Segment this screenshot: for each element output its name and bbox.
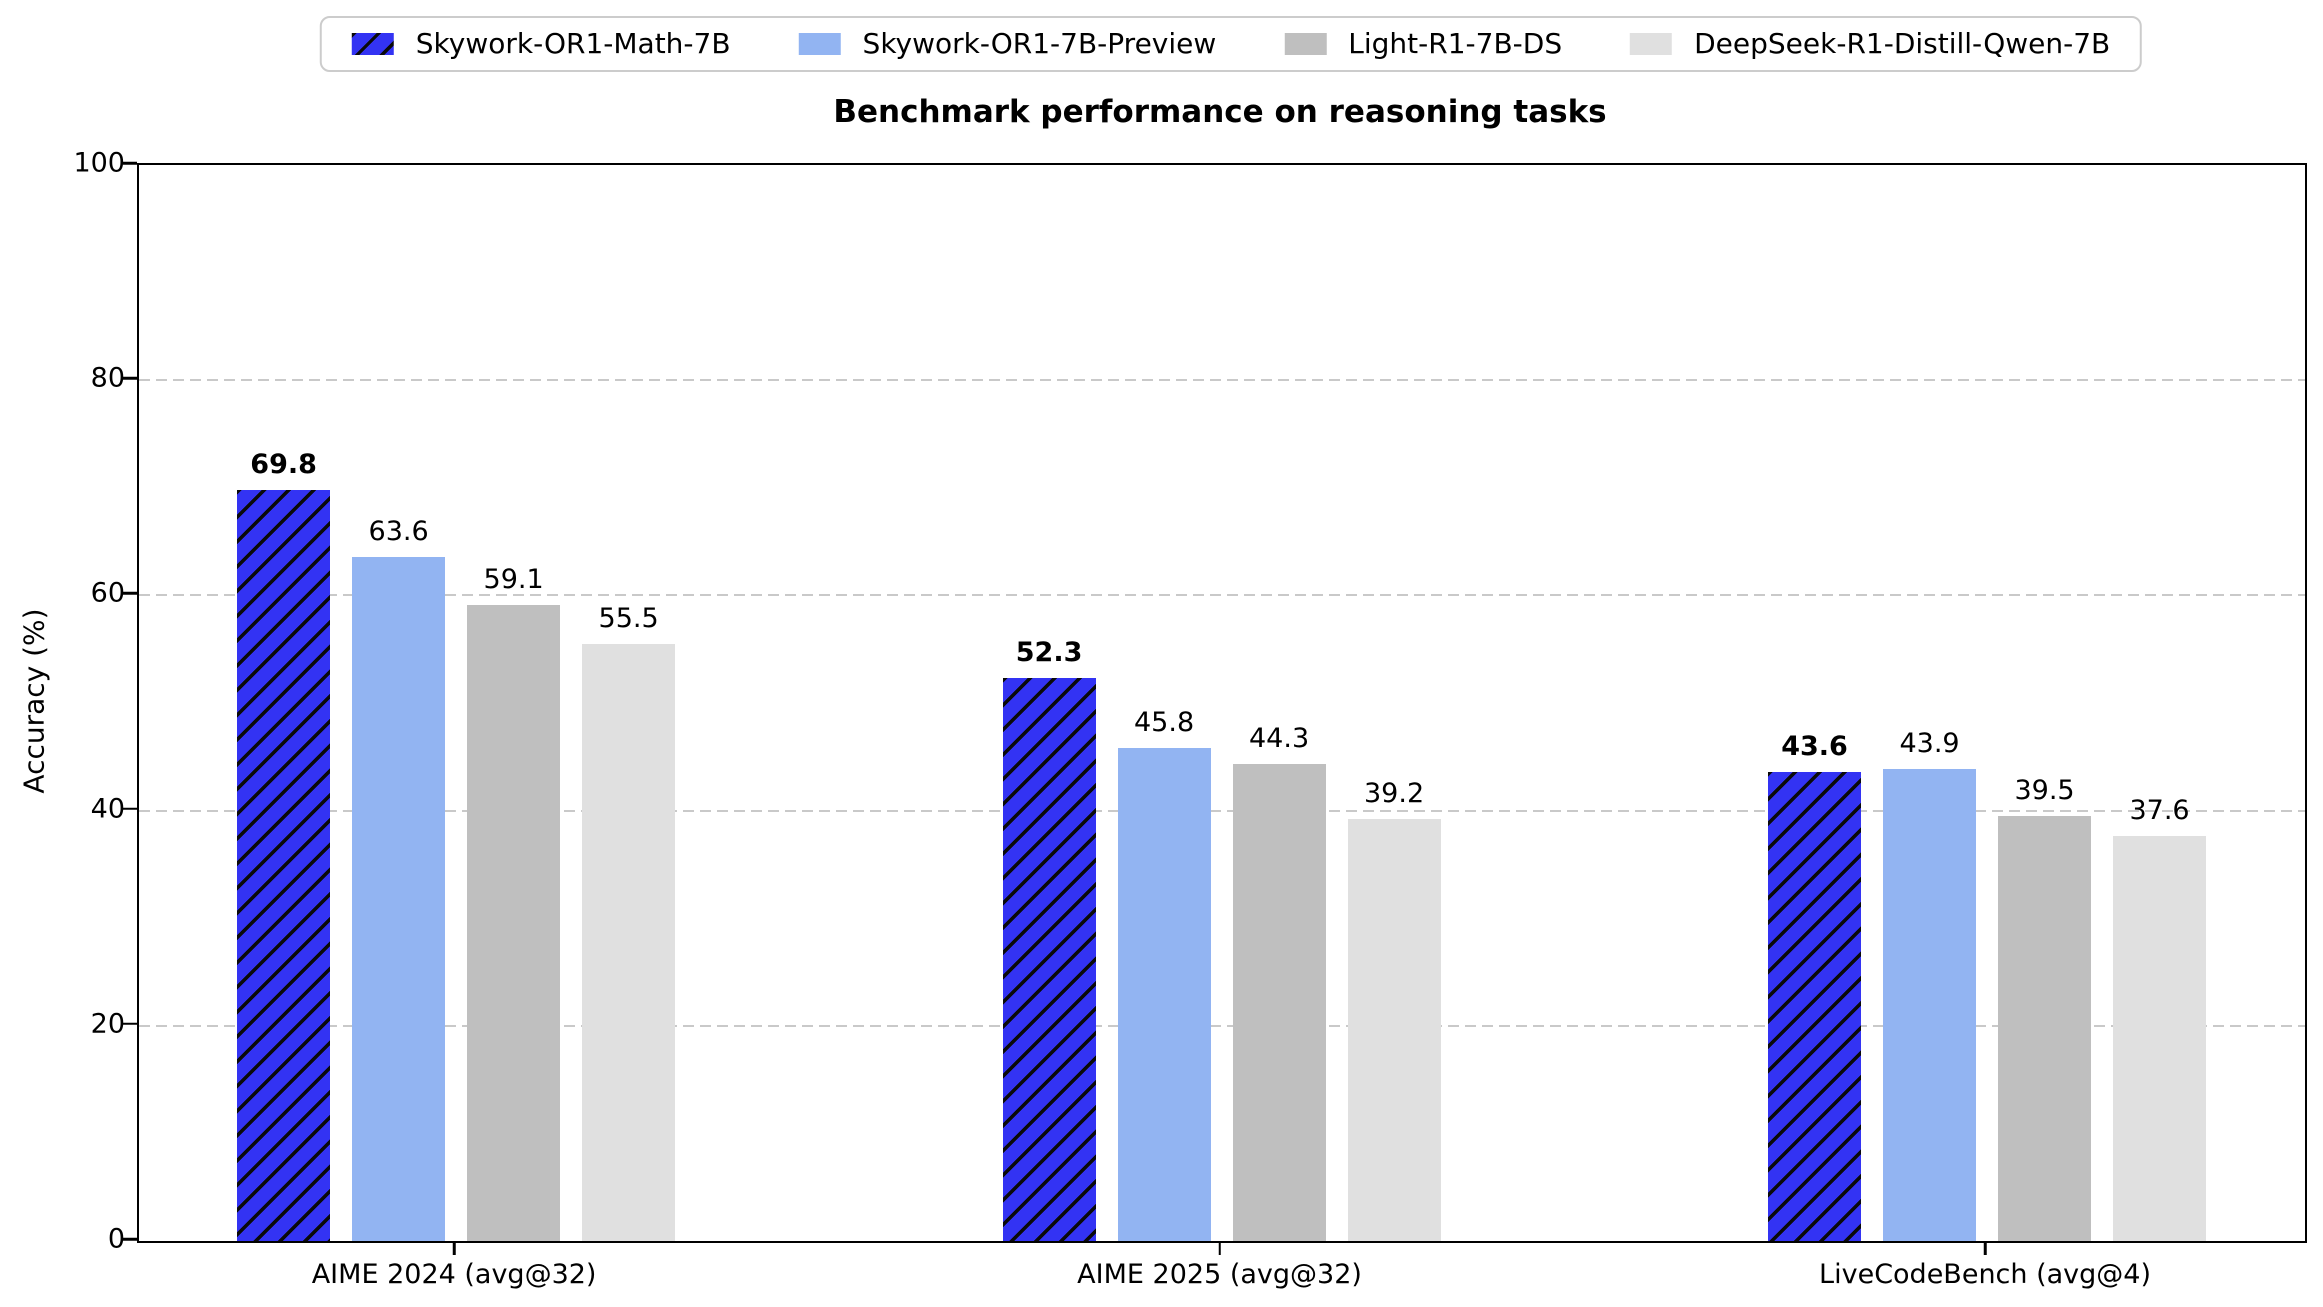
legend-swatch-icon [1284, 33, 1327, 55]
legend-swatch-icon [351, 33, 394, 55]
y-tick-label-80: 80 [90, 362, 125, 394]
gridline-40 [139, 809, 2305, 812]
bar-value-label: 45.8 [1134, 707, 1195, 739]
bar-value-label: 43.6 [1781, 730, 1848, 762]
legend-item-2: Skywork-OR1-7B-Preview [798, 27, 1217, 60]
bar-value-label: 55.5 [598, 602, 659, 634]
bar-Light-R1-7B-DS-LiveCodeBench (avg@4) [1998, 815, 2092, 1241]
y-tick-label-100: 100 [73, 147, 125, 179]
x-tick-mark-1 [452, 1241, 456, 1255]
legend-label: Light-R1-7B-DS [1348, 27, 1563, 60]
bar-value-label: 69.8 [250, 448, 317, 480]
bar-value-label: 43.9 [1899, 727, 1960, 759]
y-tick-mark-80 [123, 376, 137, 380]
legend-label: Skywork-OR1-7B-Preview [862, 27, 1217, 60]
y-axis-label: Accuracy (%) [17, 608, 51, 794]
bar-Light-R1-7B-DS-AIME 2025 (avg@32) [1232, 764, 1326, 1241]
legend-label: DeepSeek-R1-Distill-Qwen-7B [1694, 27, 2111, 60]
y-tick-label-40: 40 [90, 793, 125, 825]
y-tick-label-60: 60 [90, 577, 125, 609]
chart-title: Benchmark performance on reasoning tasks [833, 94, 1607, 130]
bar-value-label: 44.3 [1249, 723, 1310, 755]
bar-value-label: 39.5 [2014, 774, 2075, 806]
bar-value-label: 39.2 [1364, 778, 1425, 810]
x-tick-label-1: AIME 2024 (avg@32) [311, 1259, 597, 1290]
legend-item-1: Skywork-OR1-Math-7B [351, 27, 731, 60]
bar-Skywork-OR1-7B-Preview-AIME 2025 (avg@32) [1117, 748, 1211, 1241]
legend: Skywork-OR1-Math-7B Skywork-OR1-7B-Previe… [319, 16, 2143, 72]
y-tick-label-20: 20 [90, 1008, 125, 1040]
legend-swatch-icon [798, 33, 841, 55]
bar-Skywork-OR1-7B-Preview-LiveCodeBench (avg@4) [1883, 768, 1977, 1241]
bar-Skywork-OR1-7B-Preview-AIME 2024 (avg@32) [352, 556, 446, 1241]
y-tick-mark-0 [123, 1237, 137, 1241]
bar-Skywork-OR1-Math-7B-AIME 2025 (avg@32) [1002, 678, 1096, 1241]
x-tick-label-2: AIME 2025 (avg@32) [1077, 1259, 1362, 1290]
x-tick-mark-3 [1983, 1241, 1987, 1255]
y-tick-label-0: 0 [107, 1223, 125, 1255]
bar-Light-R1-7B-DS-AIME 2024 (avg@32) [467, 605, 561, 1241]
y-tick-mark-20 [123, 1022, 137, 1026]
y-tick-mark-40 [123, 807, 137, 810]
y-tick-mark-60 [123, 592, 137, 595]
legend-item-3: Light-R1-7B-DS [1284, 30, 1562, 58]
x-tick-label-3: LiveCodeBench (avg@4) [1819, 1259, 2152, 1290]
bar-DeepSeek-R1-Distill-Qwen-7B-AIME 2024 (avg@32) [582, 643, 676, 1241]
gridline-60 [139, 594, 2305, 597]
bar-DeepSeek-R1-Distill-Qwen-7B-LiveCodeBench (avg@4) [2113, 836, 2207, 1241]
legend-swatch-icon [1630, 33, 1673, 55]
bar-Skywork-OR1-Math-7B-LiveCodeBench (avg@4) [1768, 771, 1862, 1241]
bar-value-label: 63.6 [368, 515, 429, 547]
bar-Skywork-OR1-Math-7B-AIME 2024 (avg@32) [237, 489, 331, 1241]
gridline-20 [139, 1024, 2305, 1027]
legend-label: Skywork-OR1-Math-7B [415, 27, 731, 60]
bar-DeepSeek-R1-Distill-Qwen-7B-AIME 2025 (avg@32) [1347, 819, 1441, 1241]
bar-value-label: 59.1 [483, 564, 544, 596]
legend-item-4: DeepSeek-R1-Distill-Qwen-7B [1630, 30, 2110, 58]
y-tick-mark-100 [123, 161, 137, 165]
bar-value-label: 37.6 [2129, 795, 2190, 827]
gridline-80 [139, 379, 2305, 382]
plot-area: 69.8 63.6 59.1 55.5 52.3 45.8 44.3 39.2 43.6 43.9… [137, 163, 2307, 1243]
bar-value-label: 52.3 [1015, 637, 1083, 669]
x-tick-mark-2 [1218, 1241, 1221, 1255]
